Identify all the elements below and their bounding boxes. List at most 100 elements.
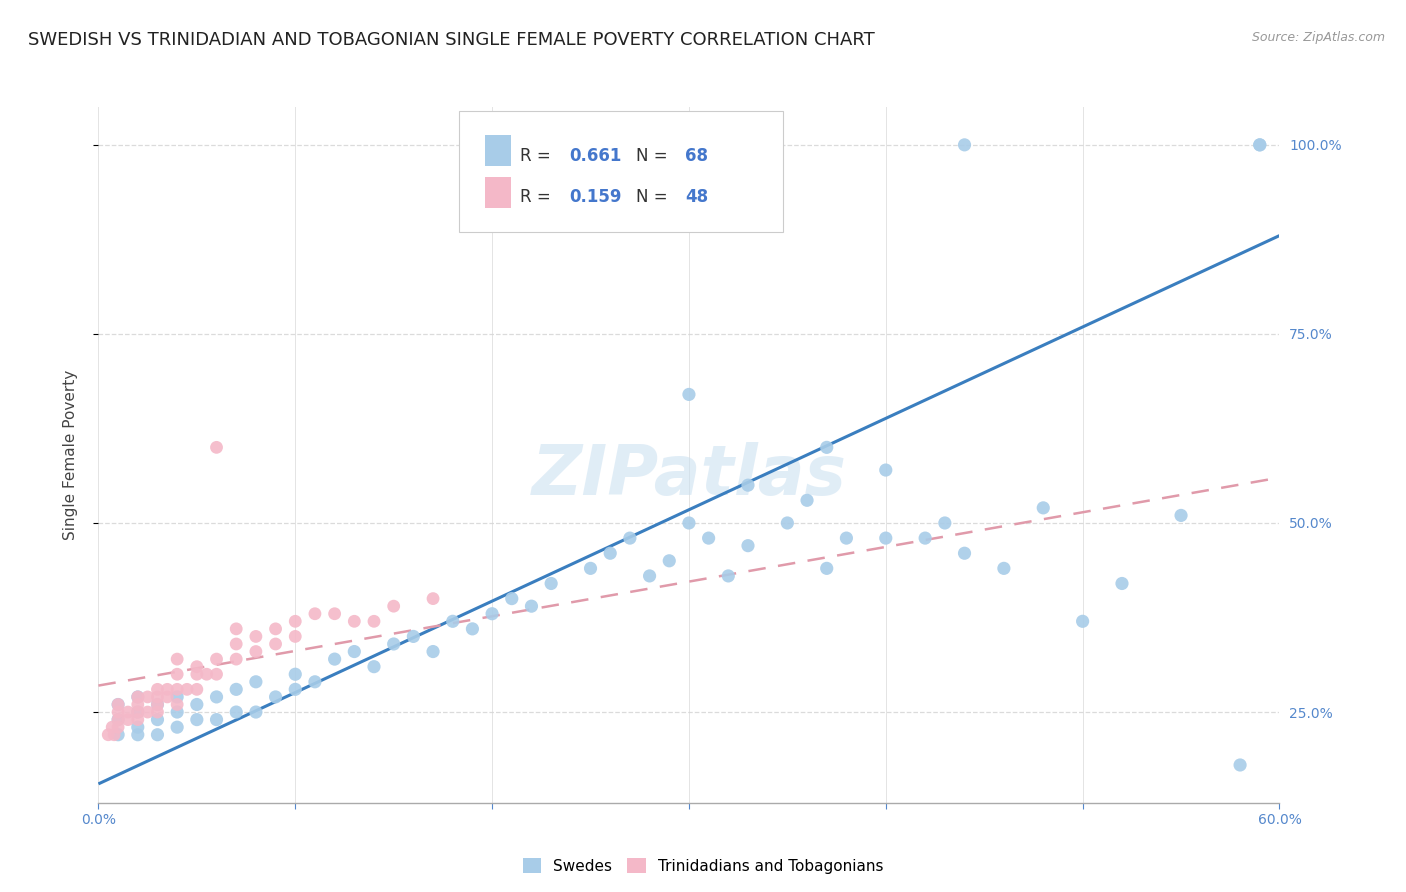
Point [146, 698, 169, 712]
Point [225, 652, 247, 666]
Point [422, 591, 444, 606]
Point [166, 682, 188, 697]
Point [579, 561, 602, 575]
Point [835, 531, 858, 545]
Point [1170, 508, 1192, 523]
Point [146, 690, 169, 704]
Point [697, 531, 720, 545]
Point [225, 637, 247, 651]
FancyBboxPatch shape [458, 111, 783, 232]
Point [1249, 137, 1271, 152]
Point [225, 705, 247, 719]
Point [619, 531, 641, 545]
Point [501, 591, 523, 606]
Point [245, 629, 267, 643]
Point [205, 690, 228, 704]
Bar [485, 135, 510, 166]
Point [245, 644, 267, 658]
Point [776, 516, 799, 530]
Point [441, 615, 464, 629]
Point [225, 622, 247, 636]
Point [136, 690, 159, 704]
Point [1032, 500, 1054, 515]
Point [127, 713, 149, 727]
Point [363, 615, 385, 629]
Text: ZIPatlas: ZIPatlas [531, 442, 846, 509]
Text: SWEDISH VS TRINIDADIAN AND TOBAGONIAN SINGLE FEMALE POVERTY CORRELATION CHART: SWEDISH VS TRINIDADIAN AND TOBAGONIAN SI… [28, 31, 875, 49]
Point [176, 682, 198, 697]
Point [103, 728, 125, 742]
Point [107, 713, 129, 727]
Text: 48: 48 [685, 188, 709, 206]
Point [284, 615, 307, 629]
Point [284, 667, 307, 681]
Point [127, 698, 149, 712]
Point [117, 713, 139, 727]
Point [166, 652, 188, 666]
Point [481, 607, 503, 621]
Point [304, 607, 326, 621]
Point [323, 607, 346, 621]
Point [146, 698, 169, 712]
Point [382, 599, 405, 614]
Point [245, 674, 267, 689]
Point [205, 667, 228, 681]
Point [520, 599, 543, 614]
Point [323, 652, 346, 666]
Point [540, 576, 562, 591]
Text: R =: R = [520, 188, 555, 206]
Point [658, 554, 681, 568]
Point [127, 720, 149, 734]
Text: Source: ZipAtlas.com: Source: ZipAtlas.com [1251, 31, 1385, 45]
Point [166, 720, 188, 734]
Point [107, 728, 129, 742]
Point [422, 644, 444, 658]
Point [107, 698, 129, 712]
Text: N =: N = [636, 147, 672, 165]
Point [166, 698, 188, 712]
Text: N =: N = [636, 188, 672, 206]
Legend: Swedes, Trinidadians and Tobagonians: Swedes, Trinidadians and Tobagonians [516, 852, 890, 880]
Point [815, 441, 838, 455]
Point [107, 720, 129, 734]
Point [678, 137, 700, 152]
Point [136, 705, 159, 719]
Point [304, 674, 326, 689]
Point [815, 561, 838, 575]
Text: 0.159: 0.159 [569, 188, 621, 206]
Text: 0.661: 0.661 [569, 147, 621, 165]
Point [796, 493, 818, 508]
Point [717, 569, 740, 583]
Point [127, 690, 149, 704]
Point [402, 629, 425, 643]
Point [127, 728, 149, 742]
Point [156, 690, 179, 704]
Point [993, 561, 1015, 575]
Point [638, 569, 661, 583]
Point [186, 659, 208, 673]
Point [107, 713, 129, 727]
Point [284, 682, 307, 697]
Text: 68: 68 [685, 147, 709, 165]
Point [264, 690, 287, 704]
Point [186, 667, 208, 681]
Point [117, 705, 139, 719]
Point [461, 622, 484, 636]
Point [186, 713, 208, 727]
Point [245, 705, 267, 719]
Point [953, 137, 976, 152]
Point [127, 690, 149, 704]
Point [166, 667, 188, 681]
Point [914, 531, 936, 545]
Point [264, 622, 287, 636]
Point [166, 705, 188, 719]
Point [934, 516, 956, 530]
Point [195, 667, 218, 681]
Point [186, 698, 208, 712]
Point [737, 478, 759, 492]
Point [146, 728, 169, 742]
Point [1229, 758, 1251, 772]
Point [146, 705, 169, 719]
Point [186, 682, 208, 697]
Point [1071, 615, 1094, 629]
